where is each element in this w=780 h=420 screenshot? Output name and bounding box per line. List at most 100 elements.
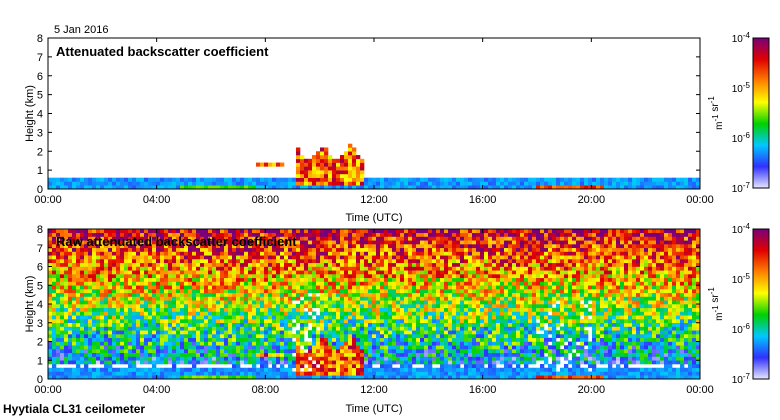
- heatmap-cell: [300, 277, 305, 282]
- heatmap-cell: [60, 270, 65, 275]
- heatmap-cell: [460, 311, 465, 316]
- heatmap-cell: [408, 371, 413, 376]
- heatmap-cell: [224, 240, 229, 245]
- heatmap-cell: [464, 337, 469, 342]
- heatmap-cell: [196, 326, 201, 331]
- heatmap-cell: [468, 326, 473, 331]
- heatmap-cell: [128, 371, 133, 376]
- heatmap-cell: [140, 360, 145, 365]
- heatmap-cell: [516, 185, 521, 190]
- heatmap-cell: [444, 266, 449, 271]
- heatmap-cell: [88, 371, 93, 376]
- heatmap-cell: [156, 185, 161, 190]
- heatmap-cell: [268, 232, 273, 237]
- heatmap-cell: [112, 185, 117, 190]
- heatmap-cell: [324, 274, 329, 279]
- heatmap-cell: [140, 266, 145, 271]
- heatmap-cell: [384, 337, 389, 342]
- heatmap-cell: [376, 319, 381, 324]
- heatmap-cell: [284, 345, 289, 350]
- heatmap-cell: [276, 289, 281, 294]
- heatmap-cell: [652, 185, 657, 190]
- heatmap-cell: [200, 277, 205, 282]
- heatmap-cell: [340, 334, 345, 339]
- heatmap-cell: [128, 304, 133, 309]
- heatmap-cell: [288, 244, 293, 249]
- heatmap-cell: [300, 251, 305, 256]
- heatmap-cell: [276, 247, 281, 252]
- heatmap-cell: [180, 229, 185, 234]
- heatmap-cell: [688, 177, 693, 182]
- heatmap-cell: [464, 356, 469, 361]
- heatmap-cell: [356, 177, 361, 182]
- heatmap-cell: [292, 296, 297, 301]
- heatmap-cell: [168, 289, 173, 294]
- heatmap-cell: [324, 262, 329, 267]
- heatmap-cell: [232, 300, 237, 305]
- heatmap-cell: [356, 277, 361, 282]
- heatmap-cell: [80, 232, 85, 237]
- heatmap-cell: [292, 289, 297, 294]
- heatmap-cell: [460, 255, 465, 260]
- heatmap-cell: [420, 185, 425, 190]
- heatmap-cell: [68, 285, 73, 290]
- heatmap-cell: [208, 352, 213, 357]
- heatmap-cell: [392, 360, 397, 365]
- heatmap-cell: [92, 244, 97, 249]
- heatmap-cell: [148, 315, 153, 320]
- heatmap-cell: [408, 255, 413, 260]
- heatmap-cell: [268, 285, 273, 290]
- heatmap-cell: [112, 375, 117, 380]
- heatmap-cell: [432, 356, 437, 361]
- heatmap-cell: [344, 281, 349, 286]
- heatmap-cell: [68, 244, 73, 249]
- heatmap-cell: [380, 274, 385, 279]
- heatmap-cell: [336, 277, 341, 282]
- heatmap-cell: [204, 367, 209, 372]
- heatmap-cell: [344, 166, 349, 171]
- heatmap-cell: [376, 330, 381, 335]
- heatmap-cell: [348, 356, 353, 361]
- heatmap-cell: [288, 262, 293, 267]
- heatmap-cell: [380, 367, 385, 372]
- heatmap-cell: [216, 304, 221, 309]
- heatmap-cell: [84, 185, 89, 190]
- heatmap-cell: [56, 319, 61, 324]
- heatmap-cell: [380, 360, 385, 365]
- heatmap-cell: [88, 292, 93, 297]
- heatmap-cell: [376, 236, 381, 241]
- heatmap-cell: [84, 364, 89, 369]
- heatmap-cell: [120, 251, 125, 256]
- heatmap-cell: [312, 319, 317, 324]
- heatmap-cell: [152, 285, 157, 290]
- heatmap-cell: [176, 285, 181, 290]
- heatmap-cell: [228, 341, 233, 346]
- heatmap-cell: [440, 300, 445, 305]
- heatmap-cell: [440, 274, 445, 279]
- heatmap-cell: [332, 326, 337, 331]
- heatmap-cell: [284, 311, 289, 316]
- heatmap-cell: [460, 277, 465, 282]
- heatmap-cell: [156, 247, 161, 252]
- heatmap-cell: [172, 337, 177, 342]
- heatmap-cell: [344, 326, 349, 331]
- heatmap-cell: [136, 236, 141, 241]
- heatmap-cell: [292, 285, 297, 290]
- heatmap-cell: [404, 255, 409, 260]
- heatmap-cell: [312, 371, 317, 376]
- heatmap-cell: [312, 232, 317, 237]
- heatmap-cell: [276, 251, 281, 256]
- heatmap-cell: [664, 177, 669, 182]
- heatmap-cell: [216, 289, 221, 294]
- heatmap-cell: [104, 326, 109, 331]
- heatmap-cell: [212, 232, 217, 237]
- heatmap-cell: [148, 251, 153, 256]
- heatmap-cell: [380, 255, 385, 260]
- heatmap-cell: [332, 270, 337, 275]
- heatmap-cell: [468, 247, 473, 252]
- heatmap-cell: [340, 185, 345, 190]
- heatmap-cell: [612, 177, 617, 182]
- heatmap-cell: [348, 247, 353, 252]
- heatmap-cell: [104, 375, 109, 380]
- heatmap-cell: [240, 236, 245, 241]
